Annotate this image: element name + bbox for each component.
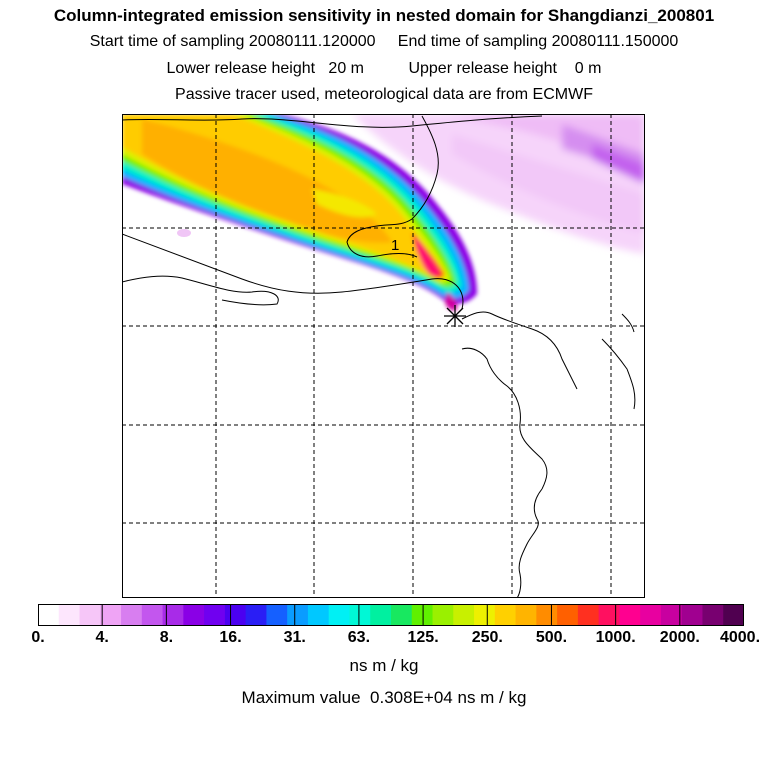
lower-height-label: Lower release height [166,60,316,77]
colorbar-tick-labels: 0. 4. 8. 16. 31. 63. 125. 250. 500. 1000. 2000. 400… [0,629,768,651]
colorbar-swatch [328,604,351,626]
end-time-label: End time of sampling [397,33,548,50]
colorbar-swatch [79,604,101,626]
sampling-time-line: Start time of sampling 20080111.120000 E… [0,33,768,51]
release-site-marker [444,305,466,327]
colorbar-units: ns m / kg [349,656,419,675]
colorbar-swatch [100,604,122,626]
max-value-label: Maximum value [241,688,361,707]
colorbar-tick-label: 4000. [719,629,761,646]
map-frame [122,114,645,598]
upper-height-value: 0 m [574,60,602,77]
colorbar-swatch [287,604,309,626]
colorbar-tick-label: 1000. [595,629,636,646]
colorbar-swatch [141,604,164,626]
colorbar [38,604,744,626]
colorbar-swatch [307,604,330,626]
release-marker-label: 1 [391,237,399,254]
colorbar-swatch [245,604,268,626]
maximum-value-line: Maximum value 0.308E+04 ns m / kg [0,688,768,708]
colorbar-swatch [370,604,392,626]
colorbar-tick-label: 2000. [659,629,700,646]
colorbar-tick-label: 0. [31,629,45,646]
colorbar-tick-label: 250. [471,629,503,646]
lower-height-value: 20 m [328,60,364,77]
small-haze-patch [177,229,191,237]
max-value: 0.308E+04 [370,688,453,707]
colorbar-swatch [58,604,81,626]
colorbar-swatch [723,604,744,626]
northeast-haze [352,114,645,254]
tracer-note: Passive tracer used, meteorological data… [175,86,593,103]
colorbar-swatch [577,604,600,626]
colorbar-tick-label: 8. [159,629,174,646]
colorbar-swatch [432,604,454,626]
colorbar-swatch [162,604,184,626]
end-time-value: 20080111.150000 [551,33,679,50]
colorbar-swatch [474,604,496,626]
colorbar-swatch [557,604,579,626]
upper-height-label: Upper release height [408,60,557,77]
plume [122,114,477,311]
colorbar-tick-label: 125. [407,629,439,646]
colorbar-swatch [702,604,724,626]
colorbar-tick-label: 4. [95,629,109,646]
colorbar-swatch [515,604,537,626]
colorbar-swatch [266,604,288,626]
max-value-units: ns m / kg [457,688,527,707]
start-time-label: Start time of sampling [89,33,245,50]
colorbar-tick-label: 500. [535,629,568,646]
colorbar-swatch [660,604,683,626]
plot-title: Column-integrated emission sensitivity i… [53,6,715,25]
start-time-value: 20080111.120000 [248,33,376,50]
colorbar-swatch [349,604,371,626]
colorbar-swatch [391,604,413,626]
colorbar-swatch [640,604,662,626]
colorbar-swatch [681,604,704,626]
coastlines [122,115,636,598]
graticule [122,114,645,598]
colorbar-swatch [598,604,621,626]
colorbar-swatch [121,604,143,626]
colorbar-swatch [494,604,517,626]
release-height-line: Lower release height 20 m Upper release … [0,60,768,78]
colorbar-swatch [536,604,558,626]
colorbar-swatch [411,604,434,626]
colorbar-swatch [183,604,205,626]
sensitivity-map: 1 [122,114,645,598]
colorbar-swatch [38,604,60,626]
colorbar-frame [38,604,744,626]
colorbar-tick-label: 31. [283,629,306,646]
colorbar-swatch [453,604,475,626]
colorbar-tick-label: 63. [347,629,371,646]
colorbar-swatch [619,604,641,626]
colorbar-tick-label: 16. [219,629,242,646]
colorbar-swatch [204,604,226,626]
colorbar-swatch [224,604,247,626]
